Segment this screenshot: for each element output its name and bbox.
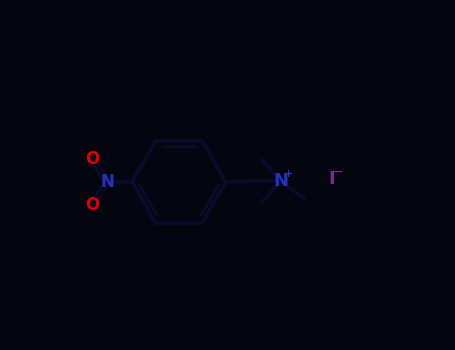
- Text: +: +: [284, 169, 293, 179]
- Text: −: −: [333, 166, 343, 180]
- Text: O: O: [85, 150, 100, 168]
- Text: N: N: [274, 172, 289, 190]
- Text: O: O: [85, 196, 100, 213]
- Text: I: I: [329, 170, 335, 188]
- Text: N: N: [100, 173, 114, 191]
